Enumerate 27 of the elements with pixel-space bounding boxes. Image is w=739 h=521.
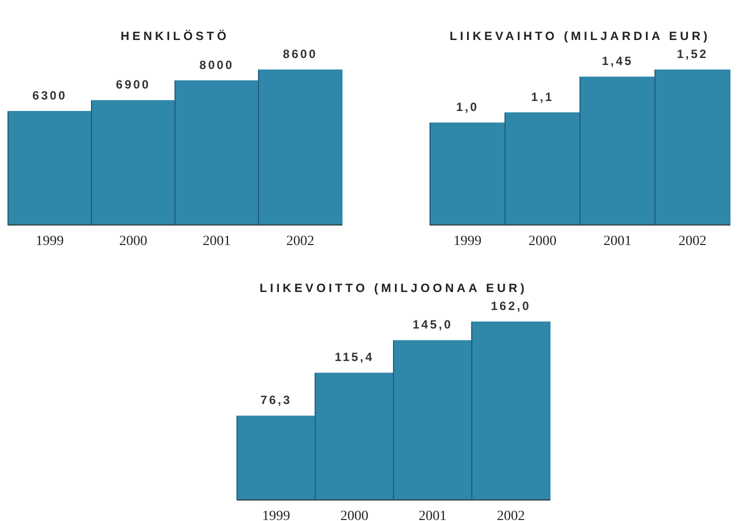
chart-title: LIIKEVAIHTO (MILJARDIA EUR) [450,29,710,43]
x-tick-label: 2002 [678,234,706,249]
chart-title: HENKILÖSTÖ [120,29,230,43]
x-tick-label: 2001 [418,509,447,521]
x-tick-label: 1999 [36,234,64,249]
data-label: 1,0 [456,100,479,114]
data-label: 1,1 [531,90,554,104]
data-label: 115,4 [334,350,374,364]
data-label: 8600 [282,47,318,61]
data-label: 6900 [116,78,151,92]
x-tick-label: 1999 [454,234,482,249]
x-tick-label: 2001 [604,234,632,249]
data-label: 6300 [32,88,68,102]
x-tick-label: 2000 [340,509,368,521]
x-tick-label: 2000 [119,234,148,249]
data-label: 1,52 [676,47,708,61]
x-tick-label: 1999 [262,509,290,521]
x-tick-label: 2002 [496,509,525,521]
x-tick-label: 2001 [202,234,231,249]
data-label: 145,0 [412,318,453,332]
data-label: 1,45 [602,54,634,68]
x-tick-label: 2002 [286,234,314,249]
x-tick-label: 2000 [528,234,556,249]
data-label: 76,3 [260,393,292,408]
data-label: 162,0 [490,299,531,313]
data-label: 8000 [199,58,234,72]
chart-title: LIIKEVOITTO (MILJOONAA EUR) [260,281,528,295]
